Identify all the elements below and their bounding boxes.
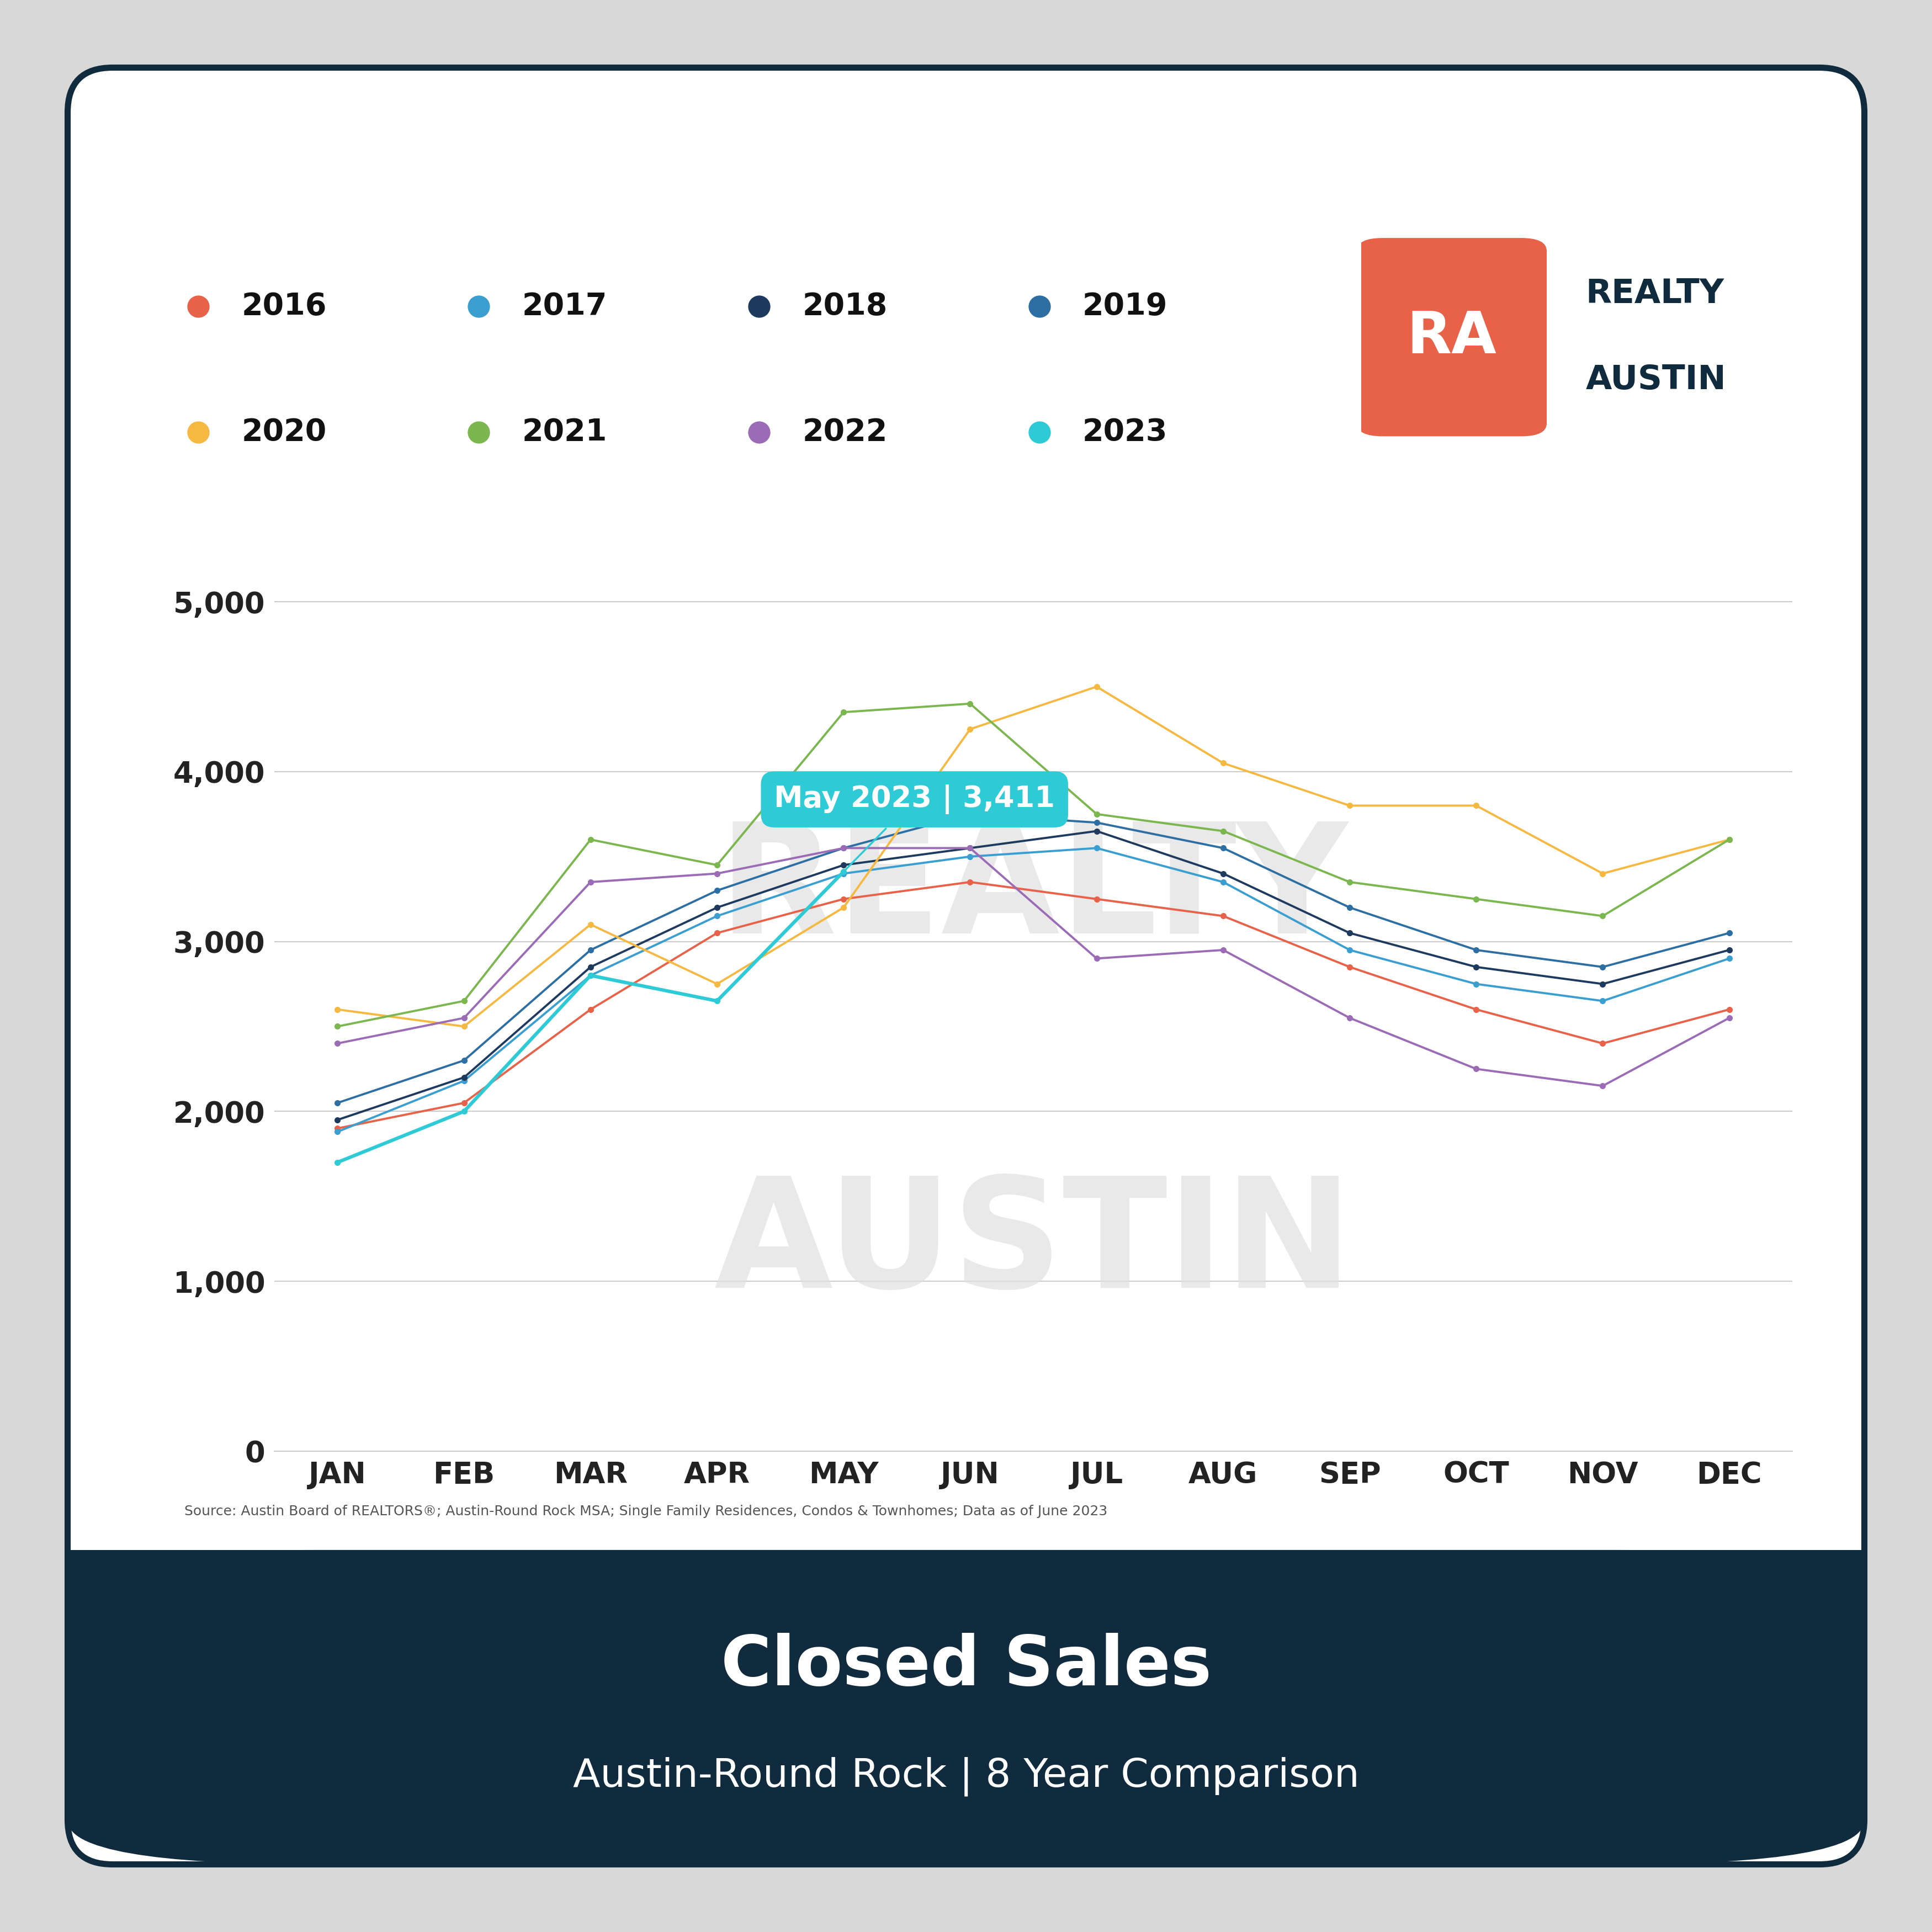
Text: REALTY: REALTY: [1586, 278, 1723, 311]
Text: 2023: 2023: [1082, 417, 1167, 448]
Text: 2021: 2021: [522, 417, 607, 448]
Text: RA: RA: [1406, 309, 1497, 365]
Text: Austin-Round Rock | 8 Year Comparison: Austin-Round Rock | 8 Year Comparison: [572, 1756, 1360, 1797]
FancyBboxPatch shape: [68, 1549, 1864, 1864]
Text: 2019: 2019: [1082, 292, 1167, 321]
FancyBboxPatch shape: [1356, 238, 1548, 437]
Text: Source: Austin Board of REALTORS®; Austin-Round Rock MSA; Single Family Residenc: Source: Austin Board of REALTORS®; Austi…: [184, 1505, 1107, 1519]
Text: 2020: 2020: [242, 417, 327, 448]
Text: AUSTIN: AUSTIN: [1586, 363, 1725, 396]
Text: 2016: 2016: [242, 292, 327, 321]
Text: May 2023 | 3,411: May 2023 | 3,411: [775, 784, 1055, 871]
Text: REALTY: REALTY: [719, 815, 1349, 966]
Text: 2022: 2022: [802, 417, 887, 448]
Text: 2017: 2017: [522, 292, 607, 321]
FancyBboxPatch shape: [68, 68, 1864, 1864]
Text: Closed Sales: Closed Sales: [721, 1633, 1211, 1700]
Text: AUSTIN: AUSTIN: [715, 1171, 1352, 1320]
Bar: [68, 1549, 1864, 1708]
Text: 2018: 2018: [802, 292, 887, 321]
